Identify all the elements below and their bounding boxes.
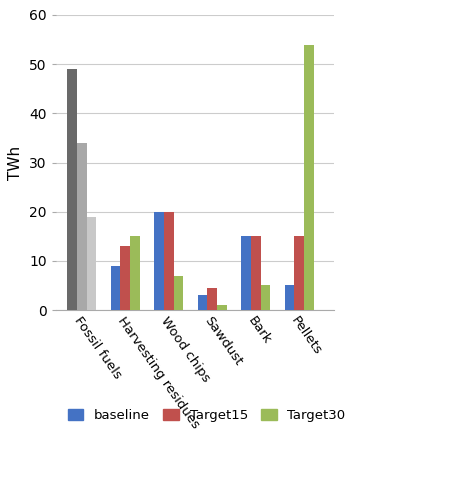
Y-axis label: TWh: TWh <box>8 146 24 180</box>
Bar <box>241 236 250 310</box>
Bar <box>77 143 87 310</box>
Bar <box>294 236 303 310</box>
Bar <box>120 246 130 310</box>
Bar <box>173 276 183 310</box>
Bar <box>284 286 294 310</box>
Bar <box>250 236 260 310</box>
Bar <box>163 212 173 310</box>
Bar <box>130 236 139 310</box>
Bar <box>154 212 163 310</box>
Bar <box>207 288 217 310</box>
Bar <box>303 44 313 310</box>
Bar <box>87 216 96 310</box>
Legend: baseline, Target15, Target30: baseline, Target15, Target30 <box>62 404 350 427</box>
Bar <box>67 69 77 310</box>
Bar <box>217 305 226 310</box>
Bar <box>198 295 207 310</box>
Bar <box>260 286 269 310</box>
Bar <box>111 266 120 310</box>
